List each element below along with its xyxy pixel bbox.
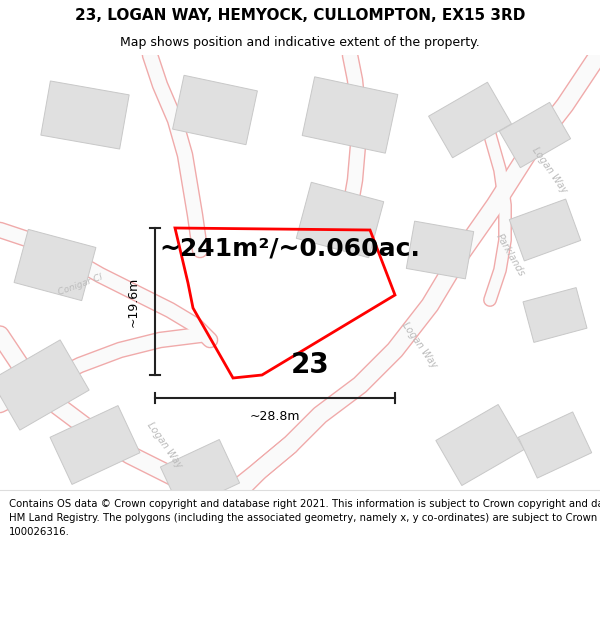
Text: Parklands: Parklands — [494, 232, 526, 278]
Polygon shape — [296, 182, 384, 258]
Polygon shape — [41, 81, 129, 149]
Polygon shape — [499, 102, 571, 168]
Text: 23: 23 — [290, 351, 329, 379]
Polygon shape — [523, 288, 587, 342]
Text: Logan Way: Logan Way — [145, 420, 185, 470]
Polygon shape — [0, 340, 89, 430]
Text: 23, LOGAN WAY, HEMYOCK, CULLOMPTON, EX15 3RD: 23, LOGAN WAY, HEMYOCK, CULLOMPTON, EX15… — [75, 8, 525, 23]
Polygon shape — [14, 229, 96, 301]
Polygon shape — [436, 404, 524, 486]
Polygon shape — [50, 406, 140, 484]
Text: Logan Way: Logan Way — [530, 145, 569, 195]
Text: Map shows position and indicative extent of the property.: Map shows position and indicative extent… — [120, 36, 480, 49]
Text: Contains OS data © Crown copyright and database right 2021. This information is : Contains OS data © Crown copyright and d… — [9, 499, 600, 537]
Text: ~28.8m: ~28.8m — [250, 409, 300, 422]
Text: Logan Way: Logan Way — [400, 320, 440, 370]
Polygon shape — [509, 199, 581, 261]
Polygon shape — [302, 77, 398, 153]
Text: Conigar Cl: Conigar Cl — [56, 272, 103, 298]
Text: ~241m²/~0.060ac.: ~241m²/~0.060ac. — [160, 236, 421, 260]
Polygon shape — [518, 412, 592, 478]
Polygon shape — [160, 439, 239, 511]
Text: ~19.6m: ~19.6m — [127, 276, 139, 327]
Polygon shape — [173, 75, 257, 145]
Polygon shape — [428, 82, 511, 158]
Polygon shape — [406, 221, 474, 279]
